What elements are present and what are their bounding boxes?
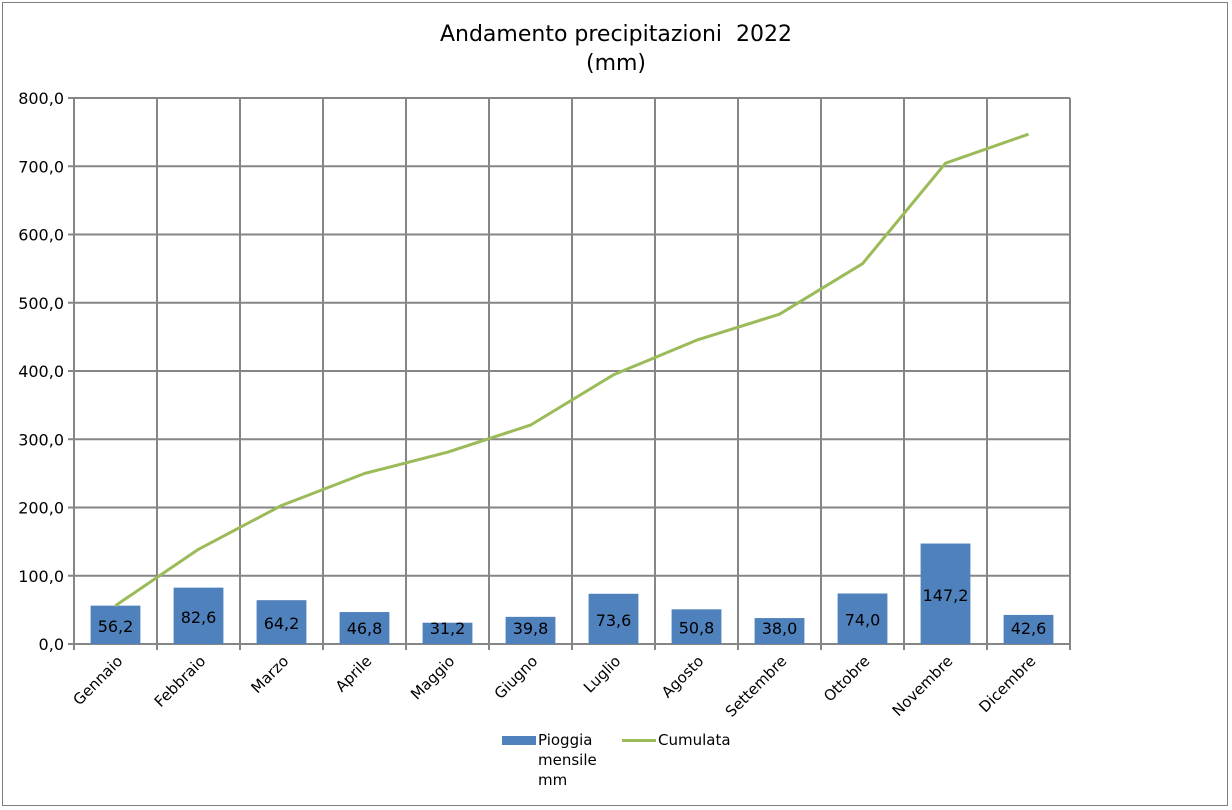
chart-subtitle: (mm) bbox=[585, 51, 647, 76]
y-tick-label: 400,0 bbox=[18, 362, 64, 381]
bar-data-label: 39,8 bbox=[513, 619, 549, 638]
legend-bar-label: Pioggia mensile mm bbox=[538, 731, 597, 789]
legend-bar-swatch bbox=[502, 736, 536, 745]
x-tick-label: Settembre bbox=[722, 652, 791, 721]
x-tick-label: Luglio bbox=[580, 652, 624, 696]
legend-line-label: Cumulata bbox=[658, 731, 731, 749]
bar bbox=[588, 593, 639, 644]
bar-data-label: 50,8 bbox=[679, 619, 715, 638]
x-tick-label: Febbraio bbox=[151, 652, 210, 711]
legend-line-swatch bbox=[622, 739, 656, 742]
chart-title: Andamento precipitazioni 2022 bbox=[439, 22, 793, 47]
y-tick-label: 800,0 bbox=[18, 89, 64, 108]
bar-data-label: 74,0 bbox=[845, 611, 881, 630]
x-tick-label: Ottobre bbox=[820, 652, 873, 705]
bar-data-label: 42,6 bbox=[1011, 619, 1047, 638]
bar-data-label: 38,0 bbox=[762, 619, 798, 638]
x-tick-label: Aprile bbox=[332, 652, 375, 695]
bar-data-label: 31,2 bbox=[430, 619, 466, 638]
bar bbox=[339, 612, 390, 644]
bar bbox=[90, 605, 141, 644]
bar-data-label: 64,2 bbox=[264, 614, 300, 633]
y-tick-label: 500,0 bbox=[18, 294, 64, 313]
bar-data-label: 56,2 bbox=[98, 617, 134, 636]
y-tick-label: 700,0 bbox=[18, 157, 64, 176]
x-tick-label: Gennaio bbox=[69, 652, 126, 709]
chart-title-block: Andamento precipitazioni 2022 (mm) bbox=[0, 20, 1232, 78]
x-tick-label: Novembre bbox=[889, 652, 957, 720]
x-tick-label: Dicembre bbox=[975, 652, 1039, 716]
y-tick-label: 200,0 bbox=[18, 499, 64, 518]
bar bbox=[754, 618, 805, 644]
y-tick-label: 600,0 bbox=[18, 226, 64, 245]
bar bbox=[920, 543, 971, 644]
bar-data-label: 82,6 bbox=[181, 608, 217, 627]
bar-data-label: 73,6 bbox=[596, 611, 632, 630]
y-tick-label: 300,0 bbox=[18, 430, 64, 449]
bar-data-label: 147,2 bbox=[923, 586, 969, 605]
bar bbox=[173, 587, 224, 644]
bar bbox=[422, 622, 473, 644]
x-tick-label: Agosto bbox=[658, 652, 707, 701]
x-tick-label: Maggio bbox=[407, 652, 458, 703]
bar bbox=[671, 609, 722, 644]
x-tick-label: Giugno bbox=[491, 652, 542, 703]
bar-data-label: 46,8 bbox=[347, 619, 383, 638]
y-tick-label: 100,0 bbox=[18, 567, 64, 586]
y-tick-label: 0,0 bbox=[39, 635, 64, 654]
bar bbox=[837, 593, 888, 644]
x-tick-label: Marzo bbox=[248, 652, 293, 697]
bar bbox=[256, 600, 307, 644]
bar bbox=[505, 616, 556, 644]
cumulata-line bbox=[114, 132, 1029, 607]
bar bbox=[1003, 614, 1054, 644]
